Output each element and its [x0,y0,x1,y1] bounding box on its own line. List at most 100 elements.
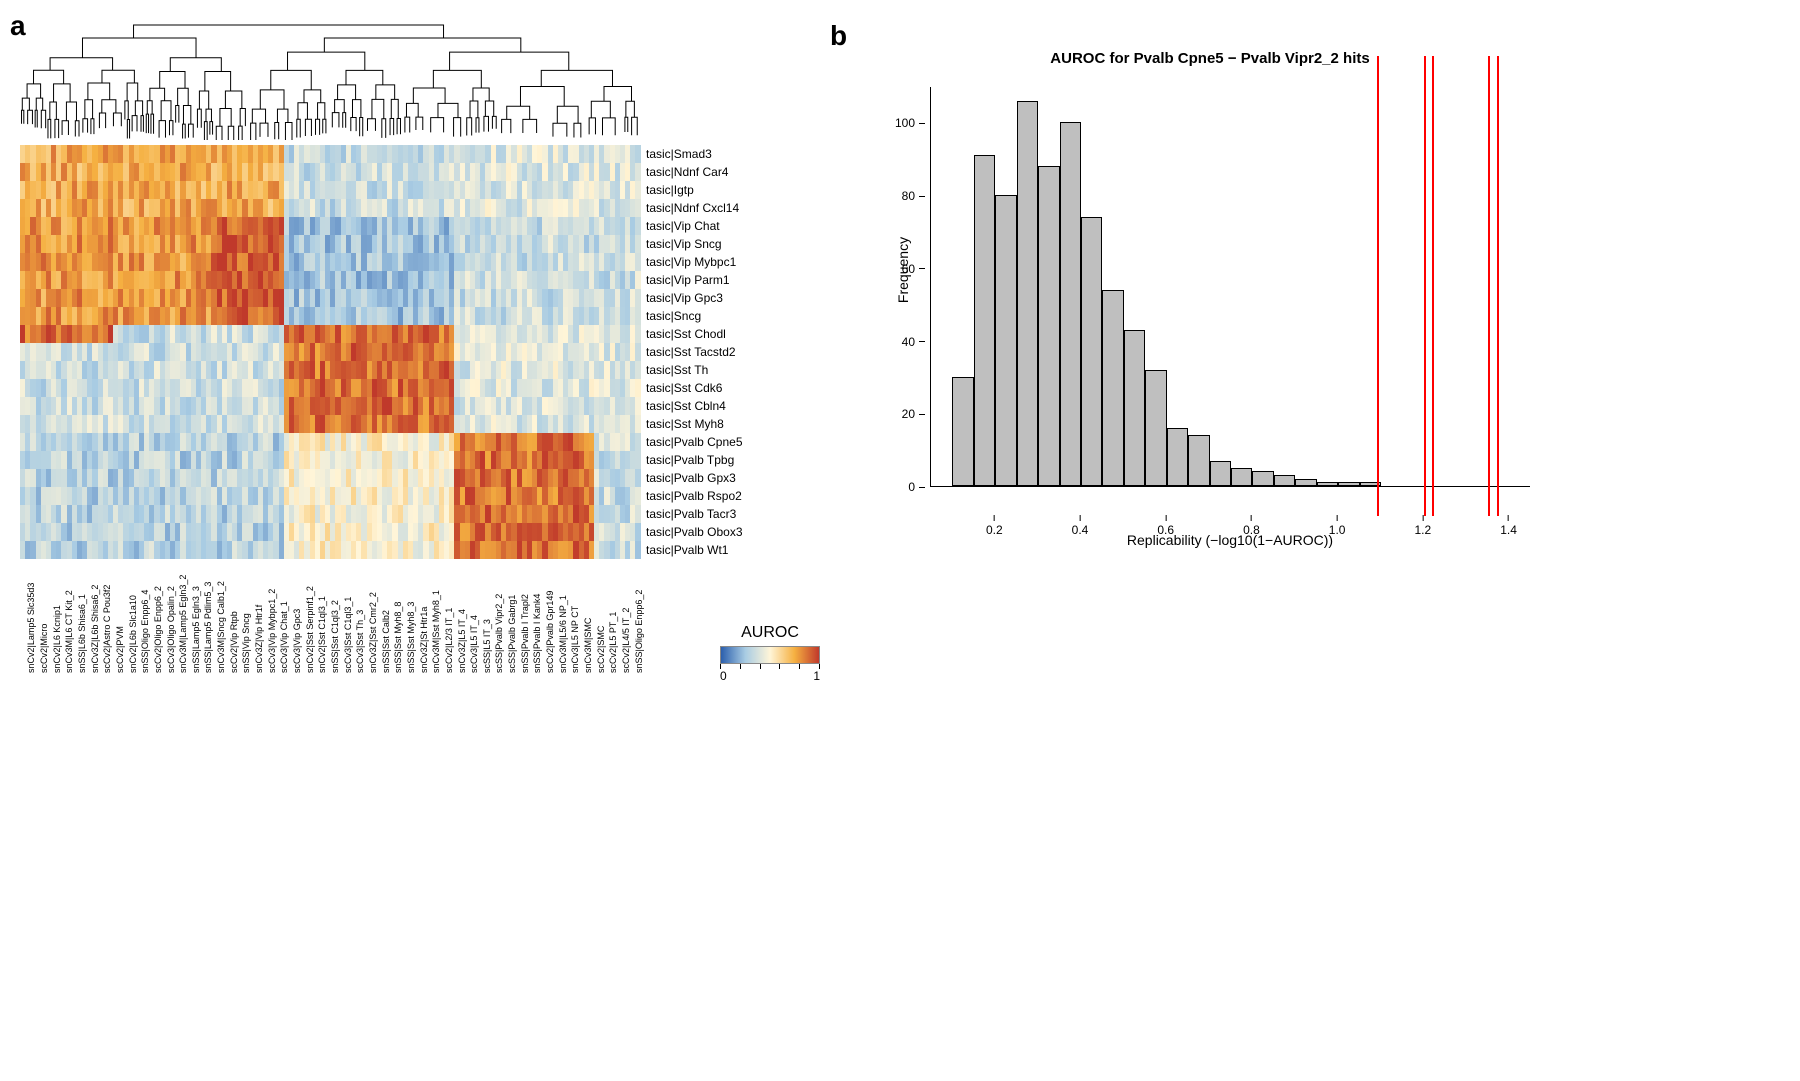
vline [1377,56,1379,516]
row-labels: tasic|Smad3tasic|Ndnf Car4tasic|Igtptasi… [640,145,743,559]
histogram-bar [1231,468,1252,486]
col-label: snSS|Lamp5 Pdlim5_3 [203,472,213,563]
histogram-bar [1188,435,1209,486]
col-label: scCv3|Vip Chat_1 [279,491,289,563]
heatmap-row [20,379,640,397]
row-label: tasic|Pvalb Gpx3 [646,469,743,487]
col-label: snSS|Pvalb I Kank4 [532,484,542,563]
legend-title: AUROC [710,624,830,642]
row-label: tasic|Pvalb Wt1 [646,541,743,559]
col-label: scCv2|Vip Rtpb [229,501,239,563]
col-label: scCv3|L5 IT_4 [469,505,479,563]
col-label: snCv3|L5 NP CT [570,496,580,563]
panel-b-label: b [830,20,847,52]
row-label: tasic|Pvalb Cpne5 [646,433,743,451]
heatmap-row [20,199,640,217]
row-label: tasic|Sncg [646,307,743,325]
col-label: snSS|Sst Myh8_3 [406,492,416,563]
y-tick: 60 [902,262,925,276]
legend-colorbar [720,646,820,664]
row-label: tasic|Sst Cbln4 [646,397,743,415]
col-label: scCv3|Oligo Opalin_2 [166,476,176,563]
col-labels: snCv2|Lamp5 Slc35d3scCv2|MicrosnCv2|L6 K… [20,563,640,703]
x-tick: 1.2 [1415,515,1432,537]
legend-tick [740,664,741,669]
col-label: snCv3M|SMC [583,508,593,563]
histogram-bar [1017,101,1038,486]
histogram-bar [1338,482,1359,486]
row-label: tasic|Vip Parm1 [646,271,743,289]
y-tick: 20 [902,407,925,421]
legend-min: 0 [720,669,727,683]
col-label: snSS|Sst Calb2 [381,500,391,563]
heatmap-row [20,343,640,361]
legend-max: 1 [813,669,820,683]
panel-a-label: a [10,10,26,42]
col-label: snSS|L6b Shisa6_1 [77,484,87,563]
heatmap-row [20,271,640,289]
y-tick: 40 [902,335,925,349]
histogram-area [930,87,1530,487]
col-label: scCv3|Vip Mybpc1_2 [267,479,277,563]
heatmap-row [20,415,640,433]
figure-container: a tasic|Smad3tasic|Ndnf Car4tasic|Igtpta… [20,20,1780,703]
col-label: snSS|Pvalb I Trapl2 [520,484,530,563]
row-label: tasic|Vip Chat [646,217,743,235]
heatmap-row [20,397,640,415]
row-label: tasic|Pvalb Tacr3 [646,505,743,523]
row-label: tasic|Sst Cdk6 [646,379,743,397]
histogram-bar [1102,290,1123,486]
col-label: scSS|Pvalb Vipr2_2 [494,484,504,563]
histogram-plot: Frequency 020406080100 0.20.40.60.81.01.… [930,87,1530,487]
col-label: snSS|Oligo Enpp6_4 [140,480,150,563]
panel-b: b AUROC for Pvalb Cpne5 − Pvalb Vipr2_2 … [860,50,1560,548]
col-label: scCv2|L5 PT_1 [608,502,618,563]
histogram-bar [1317,482,1338,486]
col-label: scCv3|Vip Gpc3 [292,499,302,563]
panel-a: a tasic|Smad3tasic|Ndnf Car4tasic|Igtpta… [20,20,800,703]
row-label: tasic|Vip Gpc3 [646,289,743,307]
vline [1424,56,1426,516]
auroc-legend: AUROC 0 1 [710,624,830,683]
col-label: snCv3Z|L6b Shisa6_2 [90,475,100,563]
row-label: tasic|Vip Sncg [646,235,743,253]
legend-tick [760,664,761,669]
legend-ticks: 0 1 [720,669,820,683]
row-label: tasic|Vip Mybpc1 [646,253,743,271]
x-tick: 0.4 [1072,515,1089,537]
col-label: scCv2|Pvalb Gpr149 [545,481,555,563]
row-label: tasic|Sst Myh8 [646,415,743,433]
col-label: scCv2|Oligo Enpp6_2 [153,476,163,563]
col-label: snSS|Vip Sncg [241,503,251,563]
histogram-bar [1210,461,1231,486]
histogram-bar [995,195,1016,486]
row-label: tasic|Smad3 [646,145,743,163]
y-axis: 020406080100 [880,87,925,487]
heatmap-row [20,253,640,271]
heatmap-row [20,289,640,307]
col-label: scCv2|PVM [115,516,125,563]
vline [1497,56,1499,516]
row-label: tasic|Igtp [646,181,743,199]
x-tick: 0.8 [1243,515,1260,537]
col-label: snCv2|L6b Slc1a10 [128,485,138,563]
histogram-bar [1038,166,1059,486]
col-label: snCv3Z|Sst Cmr2_2 [368,482,378,563]
col-label: snCv2|Sst C1ql3_1 [317,486,327,563]
legend-tick [799,664,800,669]
row-label: tasic|Pvalb Rspo2 [646,487,743,505]
heatmap-row [20,325,640,343]
col-label: snCv3M|Sncg Calb1_2 [216,471,226,563]
col-label: snSS|Sst Myh8_8 [393,492,403,563]
heatmap-row [20,145,640,163]
row-label: tasic|Sst Tacstd2 [646,343,743,361]
col-label: scSS|L5 IT_3 [482,509,492,563]
heatmap-row [20,181,640,199]
col-label: scCv2|SMC [596,516,606,563]
col-label: scCv3|Sst C1ql3_1 [343,487,353,563]
heatmap-row [20,163,640,181]
histogram-bar [1081,217,1102,486]
x-axis-label: Replicability (−log10(1−AUROC)) [930,532,1530,548]
histogram-bar [1145,370,1166,486]
heatmap-row [20,451,640,469]
